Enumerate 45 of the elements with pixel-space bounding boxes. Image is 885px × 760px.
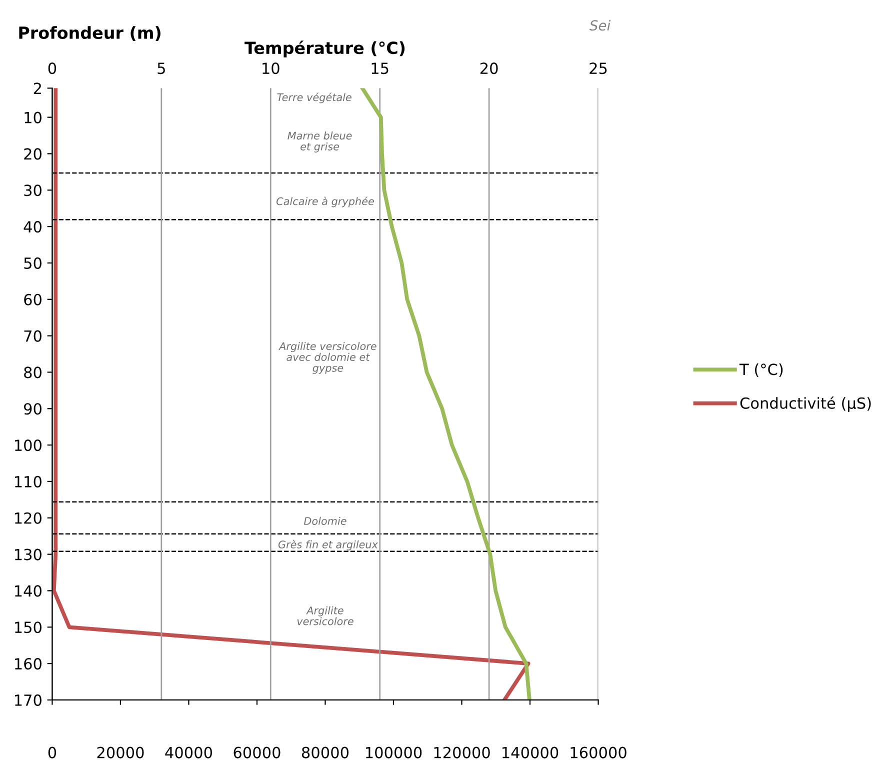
y-axis-title: Profondeur (m) xyxy=(19,26,160,41)
y-tick-label: 20 xyxy=(24,148,42,160)
y-tick-label: 90 xyxy=(24,403,42,415)
x2-tick-label: 25 xyxy=(590,62,607,74)
y-tick-label: 80 xyxy=(24,366,42,378)
y-tick-label: 140 xyxy=(15,585,42,597)
x-tick-label: 60000 xyxy=(234,746,280,758)
y-tick-label: 70 xyxy=(24,330,42,342)
y-tick-label: 120 xyxy=(15,512,42,524)
x-tick-label: 40000 xyxy=(165,746,212,758)
annotation: Marne bleue et grise xyxy=(288,132,352,152)
y-tick-label: 160 xyxy=(15,658,42,670)
annotation: Argilite versicolore avec dolomie et gypse xyxy=(278,342,376,374)
x2-axis-title: Température (°C) xyxy=(244,40,405,58)
y-tick-label: 30 xyxy=(24,184,42,196)
y-tick-label: 110 xyxy=(15,476,42,488)
annotation: Terre végétale xyxy=(277,92,352,104)
x-tick-label: 0 xyxy=(48,746,56,758)
x-tick-label: 140000 xyxy=(502,746,558,758)
x-tick-label: 20000 xyxy=(97,746,144,758)
x2-tick-label: 15 xyxy=(372,62,388,74)
x2-tick-label: 10 xyxy=(262,62,280,74)
annotation: Dolomie xyxy=(304,516,346,525)
x-tick-label: 160000 xyxy=(570,746,626,758)
y-tick-label: 10 xyxy=(24,112,42,124)
y-tick-label: 150 xyxy=(15,622,42,634)
legend-label: Conductivité (µS) xyxy=(740,396,871,412)
x-tick-label: 120000 xyxy=(434,746,490,758)
x2-tick-label: 0 xyxy=(48,62,56,74)
x-tick-label: 100000 xyxy=(366,746,422,758)
y-tick-label: 60 xyxy=(24,294,42,306)
y-tick-label: 2 xyxy=(34,82,41,94)
y-tick-label: 170 xyxy=(15,694,42,706)
annotation: Calcaire à gryphée xyxy=(276,196,374,208)
x2-tick-label: 20 xyxy=(480,62,498,74)
text: Sei xyxy=(590,20,611,31)
y-tick-label: 100 xyxy=(15,440,42,452)
annotation: Grès fin et argileux xyxy=(278,540,378,550)
y-tick-label: 40 xyxy=(24,221,42,233)
y-tick-label: 50 xyxy=(24,257,42,269)
legend-label: T (°C) xyxy=(739,363,783,377)
annotation: Argilite versicolore xyxy=(297,606,354,626)
x2-tick-label: 5 xyxy=(158,62,165,74)
y-tick-label: 130 xyxy=(15,548,42,560)
x-tick-label: 80000 xyxy=(302,746,349,758)
